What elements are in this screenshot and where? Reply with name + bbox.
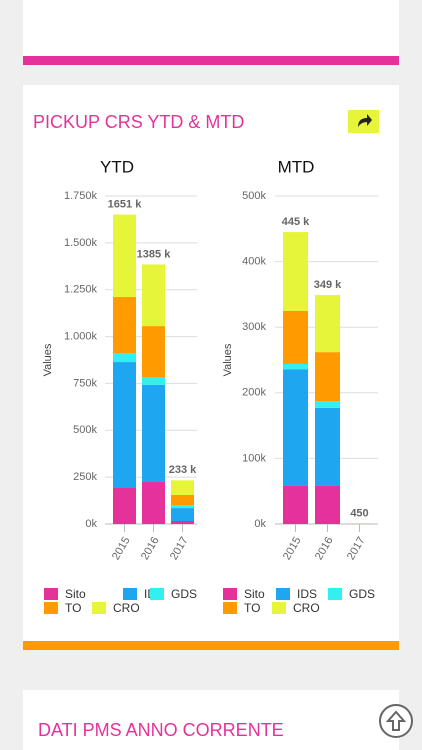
legend-swatch xyxy=(123,588,137,600)
bar-segment xyxy=(171,508,194,522)
y-tick-label: 1.750k xyxy=(64,190,98,202)
legend-swatch xyxy=(328,588,342,600)
bar-segment xyxy=(171,505,194,509)
chart-title: MTD xyxy=(278,157,315,176)
bar-segment xyxy=(142,377,165,385)
bar-segment xyxy=(142,326,165,378)
total-label: 1651 k xyxy=(108,198,143,210)
legend-swatch xyxy=(92,602,106,614)
share-button[interactable] xyxy=(348,110,379,133)
bar-segment xyxy=(171,521,194,524)
bar-segment xyxy=(171,480,194,495)
y-tick-label: 0k xyxy=(85,518,97,530)
y-tick-label: 250k xyxy=(73,471,97,483)
next-card xyxy=(23,690,399,750)
bar-segment xyxy=(142,264,165,327)
y-tick-label: 200k xyxy=(242,387,266,399)
y-tick-label: 1.250k xyxy=(64,284,98,296)
bar-segment xyxy=(315,352,340,402)
legend-label: Sito xyxy=(244,587,265,601)
bar-segment xyxy=(315,401,340,408)
legend-label: CRO xyxy=(113,601,140,615)
total-label: 445 k xyxy=(282,216,310,228)
bar-segment xyxy=(171,494,194,506)
bar-segment xyxy=(283,363,308,370)
legend-swatch xyxy=(276,588,290,600)
bar-segment xyxy=(315,295,340,353)
bar-segment xyxy=(315,485,340,524)
y-tick-label: 750k xyxy=(73,377,97,389)
y-axis-label: Values xyxy=(42,343,54,376)
bar-segment xyxy=(283,485,308,524)
section-title: DATI PMS ANNO CORRENTE xyxy=(38,720,284,740)
y-tick-label: 0k xyxy=(254,518,266,530)
bar-segment xyxy=(315,407,340,486)
y-tick-label: 400k xyxy=(242,256,266,268)
bar-segment xyxy=(113,297,136,354)
top-card xyxy=(23,0,399,57)
y-tick-label: 500k xyxy=(73,424,97,436)
bar-segment xyxy=(283,369,308,486)
y-tick-label: 300k xyxy=(242,321,266,333)
legend-label: GDS xyxy=(349,587,375,601)
card-accent xyxy=(23,641,399,650)
section-title: PICKUP CRS YTD & MTD xyxy=(33,112,244,132)
scroll-top-circle[interactable] xyxy=(379,704,413,738)
bar-segment xyxy=(113,214,136,298)
y-axis-label: Values xyxy=(222,343,234,376)
legend-label: CRO xyxy=(293,601,320,615)
y-tick-label: 1.000k xyxy=(64,330,98,342)
bar-segment xyxy=(113,362,136,489)
bar-segment xyxy=(283,232,308,311)
legend-swatch xyxy=(44,588,58,600)
scroll-top-button[interactable] xyxy=(379,704,413,738)
legend-label: GDS xyxy=(171,587,197,601)
scroll-top-arrow[interactable] xyxy=(385,710,407,731)
legend-label: TO xyxy=(244,601,260,615)
legend-label: TO xyxy=(65,601,81,615)
bar-segment xyxy=(142,482,165,524)
bar-segment xyxy=(113,488,136,524)
legend-swatch xyxy=(150,588,164,600)
chart-card xyxy=(23,85,399,642)
total-label: 233 k xyxy=(169,464,197,476)
legend-swatch xyxy=(223,602,237,614)
total-label: 349 k xyxy=(314,279,342,291)
legend-label: Sito xyxy=(65,587,86,601)
card-accent xyxy=(23,56,399,65)
bar-segment xyxy=(142,384,165,483)
bar-segment xyxy=(283,310,308,364)
y-tick-label: 1.500k xyxy=(64,237,98,249)
total-label: 1385 k xyxy=(137,248,172,260)
legend-swatch xyxy=(44,602,58,614)
y-tick-label: 100k xyxy=(242,452,266,464)
total-label: 450 xyxy=(350,508,368,520)
legend-label: IDS xyxy=(297,587,317,601)
share-icon[interactable] xyxy=(358,114,372,127)
legend-swatch xyxy=(223,588,237,600)
y-tick-label: 500k xyxy=(242,190,266,202)
legend-swatch xyxy=(272,602,286,614)
bar-segment xyxy=(113,353,136,363)
chart-title: YTD xyxy=(100,157,134,176)
